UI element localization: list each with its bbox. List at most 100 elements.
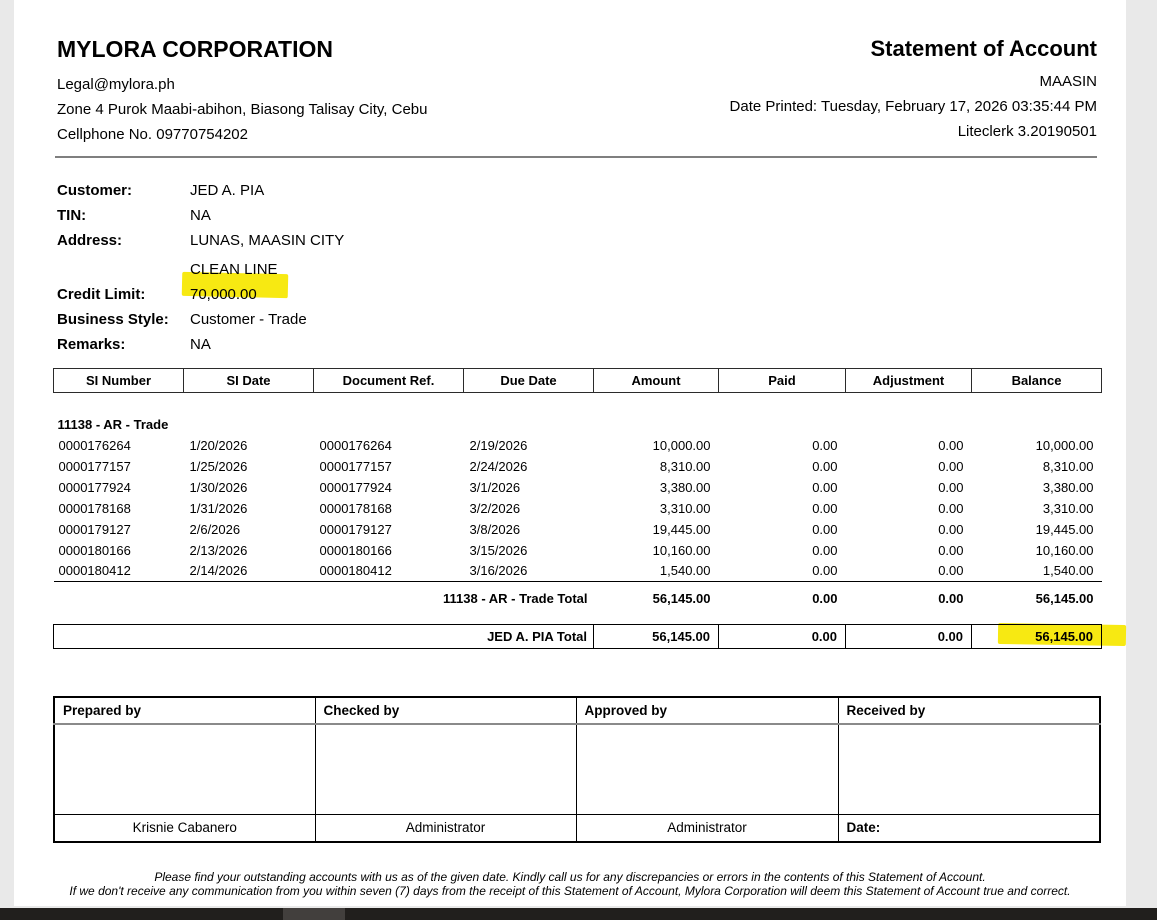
table-row: 0000178168 1/31/2026 0000178168 3/2/2026 3,3… [54, 498, 1102, 519]
col-si-number: SI Number [53, 368, 184, 393]
company-address: Zone 4 Purok Maabi-abihon, Biasong Talis… [57, 101, 428, 118]
group-total-row: 11138 - AR - Trade Total 56,145.00 0.00 … [53, 581, 1102, 609]
credit-limit-value: 70,000.00 [190, 286, 257, 303]
table-cell: 3/15/2026 [469, 542, 528, 558]
account-group-label: 11138 - AR - Trade [57, 416, 169, 432]
statement-page: MYLORA CORPORATION Legal@mylora.ph Zone … [14, 0, 1127, 906]
table-row: 0000177924 1/30/2026 0000177924 3/1/2026 3,3… [54, 477, 1102, 498]
received-by-label: Received by [837, 697, 1101, 725]
table-cell: 0.00 [938, 458, 964, 474]
credit-limit-row: Credit Limit: 70,000.00 [57, 282, 344, 307]
horizontal-scrollbar[interactable] [0, 908, 1157, 920]
customer-name: JED A. PIA [190, 182, 265, 199]
table-cell: 3,310.00 [659, 500, 711, 516]
approved-by-name: Administrator [575, 813, 839, 842]
table-cell: 0000177924 [319, 479, 392, 495]
customer-label: Customer: [57, 182, 133, 199]
soa-table-body: 0000176264 1/20/2026 0000176264 2/19/2026 10… [54, 435, 1102, 582]
signature-header-row: Prepared by Checked by Approved by Recei… [53, 697, 1101, 725]
business-style-row: Business Style: Customer - Trade [57, 307, 344, 332]
col-due-date: Due Date [463, 368, 594, 393]
footer-note: Please find your outstanding accounts wi… [14, 870, 1126, 898]
prepared-by-name: Krisnie Cabanero [53, 813, 316, 842]
table-cell: 0.00 [812, 500, 838, 516]
group-total-label: 11138 - AR - Trade Total [53, 581, 594, 609]
document-title: Statement of Account [870, 36, 1097, 61]
table-cell: 0.00 [812, 521, 838, 537]
table-row: 0000179127 2/6/2026 0000179127 3/8/2026 19,4… [54, 519, 1102, 540]
table-cell: 2/24/2026 [469, 458, 528, 474]
signature-space-cell [837, 724, 1101, 814]
col-balance: Balance [971, 368, 1102, 393]
table-cell: 0000180166 [319, 542, 392, 558]
table-cell: 1,540.00 [1042, 563, 1094, 579]
branch-name: MAASIN [1039, 73, 1097, 90]
table-cell: 2/19/2026 [469, 437, 528, 453]
table-cell: 3/16/2026 [469, 563, 528, 579]
company-block: MYLORA CORPORATION Legal@mylora.ph Zone … [57, 36, 427, 147]
line-value: CLEAN LINE [190, 261, 278, 278]
footer-line-2: If we don't receive any communication fr… [69, 883, 1071, 898]
checked-by-name: Administrator [314, 813, 577, 842]
grand-total-paid: 0.00 [718, 624, 846, 649]
table-cell: 3/2/2026 [469, 500, 521, 516]
scrollbar-thumb[interactable] [283, 908, 345, 920]
address-value: LUNAS, MAASIN CITY [190, 232, 345, 249]
tin-label: TIN: [57, 207, 87, 224]
grand-total-row: JED A. PIA Total 56,145.00 0.00 0.00 56,… [53, 624, 1102, 649]
table-cell: 0.00 [938, 542, 964, 558]
table-cell: 0.00 [938, 563, 964, 579]
table-cell: 0000179127 [58, 521, 131, 537]
table-cell: 3,380.00 [659, 479, 711, 495]
table-cell: 19,445.00 [1035, 521, 1094, 537]
signature-table-wrap: Prepared by Checked by Approved by Recei… [53, 696, 1101, 843]
address-row: Address: LUNAS, MAASIN CITY [57, 228, 344, 253]
col-adjustment: Adjustment [845, 368, 972, 393]
grand-total-balance: 56,145.00 [971, 624, 1102, 649]
document-meta-block: Statement of Account MAASIN Date Printed… [730, 36, 1097, 147]
table-cell: 0000180166 [58, 542, 131, 558]
table-cell: 0000176264 [319, 437, 392, 453]
table-cell: 10,000.00 [652, 437, 711, 453]
table-cell: 8,310.00 [1042, 458, 1094, 474]
signature-space-cell [575, 724, 839, 814]
checked-by-label: Checked by [314, 697, 577, 725]
line-row: CLEAN LINE [57, 257, 344, 282]
grand-total-amount: 56,145.00 [593, 624, 719, 649]
table-cell: 0.00 [938, 479, 964, 495]
table-cell: 0000178168 [319, 500, 392, 516]
signature-table: Prepared by Checked by Approved by Recei… [53, 696, 1101, 843]
credit-limit-label: Credit Limit: [57, 286, 146, 303]
table-cell: 1/30/2026 [189, 479, 248, 495]
grand-total-adjustment: 0.00 [845, 624, 972, 649]
signature-names-row: Krisnie Cabanero Administrator Administr… [53, 813, 1101, 842]
table-cell: 0.00 [812, 458, 838, 474]
tin-value: NA [190, 207, 211, 224]
document-header: MYLORA CORPORATION Legal@mylora.ph Zone … [57, 36, 1097, 147]
group-total-body: 11138 - AR - Trade Total 56,145.00 0.00 … [53, 581, 1102, 609]
group-total-balance: 56,145.00 [971, 581, 1102, 609]
table-cell: 3,310.00 [1042, 500, 1094, 516]
table-cell: 1/31/2026 [189, 500, 248, 516]
table-row: 0000177157 1/25/2026 0000177157 2/24/2026 8,… [54, 456, 1102, 477]
table-row: 0000180166 2/13/2026 0000180166 3/15/2026 10… [54, 540, 1102, 561]
table-cell: 0.00 [938, 500, 964, 516]
soa-table: SI Number SI Date Document Ref. Due Date… [53, 368, 1102, 609]
table-cell: 2/6/2026 [189, 521, 241, 537]
table-cell: 0000176264 [58, 437, 131, 453]
table-cell: 1,540.00 [659, 563, 711, 579]
table-cell: 10,160.00 [652, 542, 711, 558]
table-cell: 0000179127 [319, 521, 392, 537]
table-cell: 0000177924 [58, 479, 131, 495]
group-total-paid: 0.00 [718, 581, 846, 609]
table-cell: 0000178168 [58, 500, 131, 516]
soa-table-wrap: SI Number SI Date Document Ref. Due Date… [53, 368, 1102, 609]
header-divider [55, 156, 1097, 158]
group-total-amount: 56,145.00 [593, 581, 719, 609]
customer-row: Customer: JED A. PIA [57, 178, 344, 203]
account-group-row: 11138 - AR - Trade [54, 414, 1102, 435]
address-label: Address: [57, 232, 123, 249]
date-printed: Date Printed: Tuesday, February 17, 2026… [729, 98, 1097, 115]
table-cell: 19,445.00 [652, 521, 711, 537]
table-row: 0000176264 1/20/2026 0000176264 2/19/2026 10… [54, 435, 1102, 456]
